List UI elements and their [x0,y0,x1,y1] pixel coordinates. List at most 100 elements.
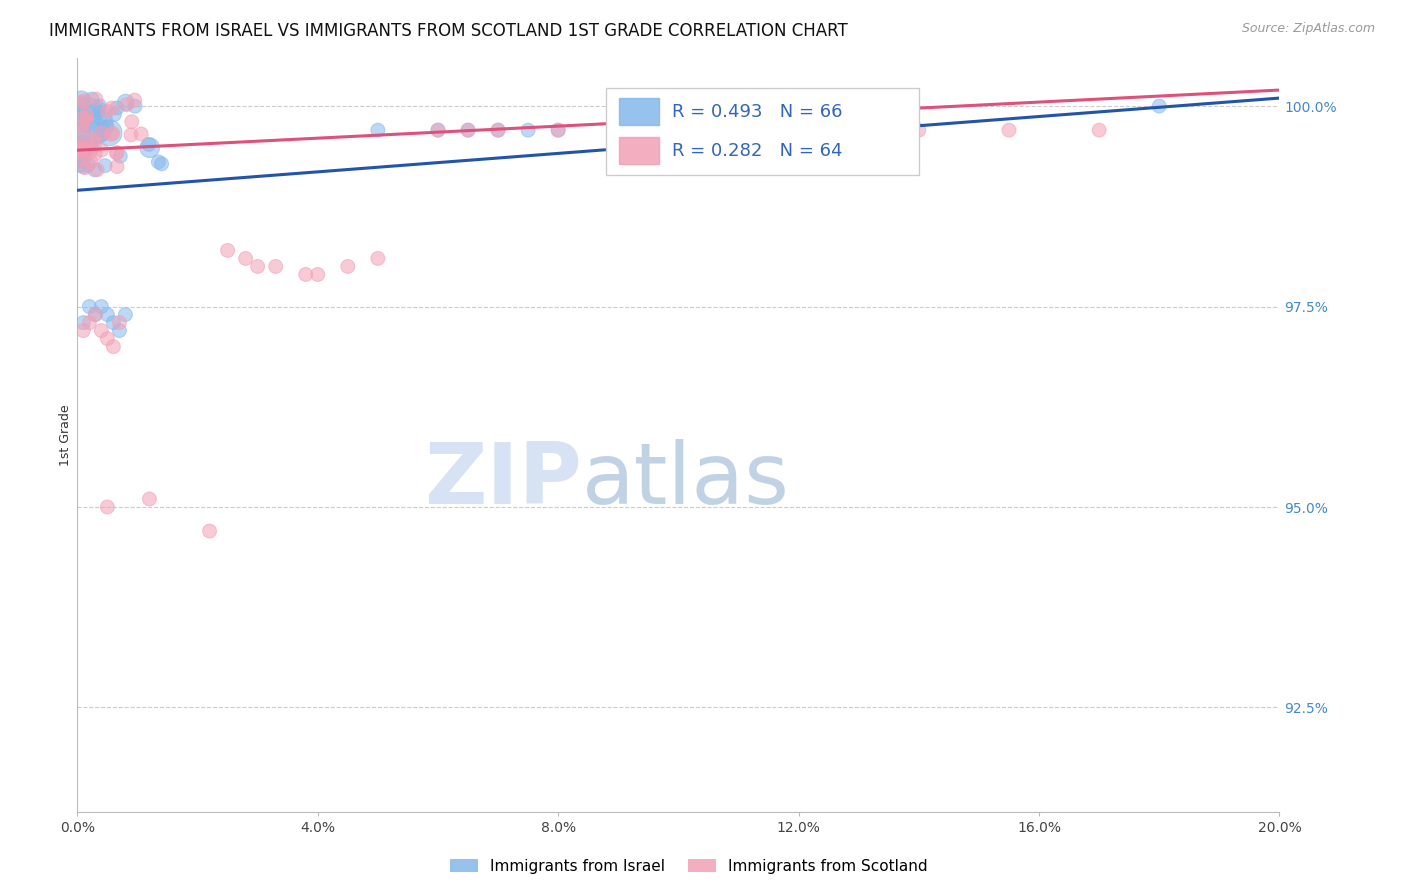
Point [89,111,111,125]
Point [73,129,96,144]
Point [80,137,103,152]
Point [457,123,479,137]
Point [198,524,221,538]
Point [83,111,105,125]
Point [69,140,91,154]
Point [84,147,107,161]
Point [69,139,91,153]
Point [668,123,690,137]
Point [105,160,128,174]
Point [105,145,128,160]
Point [69,95,91,110]
Point [76,108,98,122]
Point [105,101,128,115]
Point [367,252,389,266]
Point [70,140,93,154]
Point [96,104,118,119]
Point [427,123,450,137]
FancyBboxPatch shape [606,88,920,175]
Point [89,124,111,138]
Point [1088,123,1111,137]
Point [69,140,91,154]
Point [75,118,97,132]
Point [148,154,170,169]
Point [84,308,107,322]
Point [72,142,94,156]
Text: Source: ZipAtlas.com: Source: ZipAtlas.com [1241,22,1375,36]
Point [114,95,136,110]
Point [70,93,93,107]
Point [103,316,125,330]
Point [86,162,108,177]
Point [94,159,117,173]
Point [103,107,125,121]
Point [138,137,160,152]
Point [69,158,91,172]
Point [150,157,173,171]
Point [89,98,111,112]
Point [80,92,103,106]
Point [77,158,100,172]
Point [124,93,146,107]
Point [998,123,1021,137]
Point [908,123,931,137]
Point [457,123,479,137]
Text: R = 0.493   N = 66: R = 0.493 N = 66 [672,103,842,120]
Point [72,111,94,125]
Bar [619,136,659,164]
Point [138,491,160,506]
Point [124,99,146,113]
Point [72,160,94,174]
Point [89,124,111,138]
Point [79,300,101,314]
Point [367,123,389,137]
Point [77,115,100,129]
Point [90,126,112,140]
Point [70,153,93,167]
Point [121,114,143,128]
Point [83,162,105,177]
Point [787,123,810,137]
Point [547,123,569,137]
Point [90,300,112,314]
Point [110,149,132,163]
Point [607,123,630,137]
Point [70,150,93,164]
Point [607,123,630,137]
Point [75,161,97,175]
Point [72,149,94,163]
Point [96,332,118,346]
Point [294,268,316,282]
Point [129,127,152,141]
Point [108,324,131,338]
Point [114,308,136,322]
Point [486,123,509,137]
Point [69,96,91,111]
Point [72,316,94,330]
Point [96,308,118,322]
Point [517,123,540,137]
Point [70,135,93,149]
Point [69,143,91,157]
Text: ZIP: ZIP [425,439,582,522]
Point [79,316,101,330]
Point [108,316,131,330]
Point [70,120,93,134]
Point [105,145,128,160]
Point [84,92,107,106]
Point [100,101,122,115]
Point [668,123,690,137]
Point [75,144,97,158]
Point [120,128,142,142]
Point [101,127,124,141]
Point [73,94,96,108]
Point [427,123,450,137]
Point [75,143,97,157]
Point [103,340,125,354]
Point [727,123,749,137]
Point [69,146,91,161]
Point [217,244,239,258]
Point [307,268,329,282]
Bar [619,97,659,126]
Point [246,260,269,274]
